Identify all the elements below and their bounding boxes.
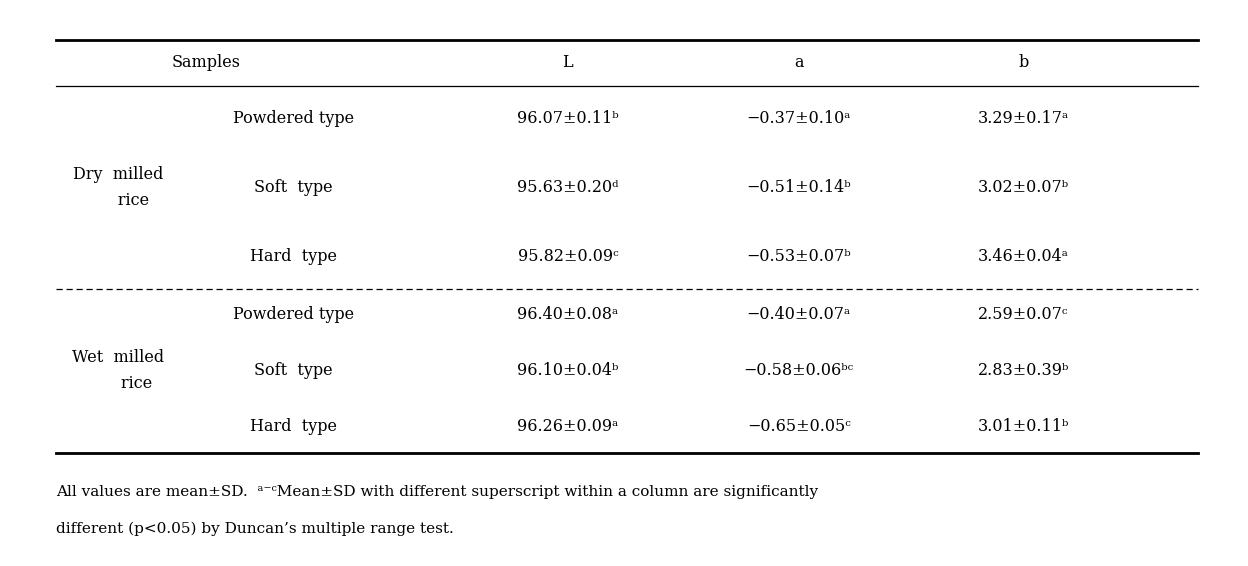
Text: 3.02±0.07ᵇ: 3.02±0.07ᵇ	[977, 179, 1070, 196]
Text: Samples: Samples	[171, 54, 241, 71]
Text: −0.65±0.05ᶜ: −0.65±0.05ᶜ	[746, 418, 851, 435]
Text: 96.07±0.11ᵇ: 96.07±0.11ᵇ	[517, 110, 619, 127]
Text: different (p<0.05) by Duncan’s multiple range test.: different (p<0.05) by Duncan’s multiple …	[56, 522, 454, 537]
Text: Wet  milled
       rice: Wet milled rice	[72, 349, 165, 392]
Text: Hard  type: Hard type	[250, 418, 337, 435]
Text: 96.40±0.08ᵃ: 96.40±0.08ᵃ	[517, 306, 619, 323]
Text: L: L	[563, 54, 573, 71]
Text: −0.58±0.06ᵇᶜ: −0.58±0.06ᵇᶜ	[744, 362, 854, 379]
Text: 3.29±0.17ᵃ: 3.29±0.17ᵃ	[977, 110, 1070, 127]
Text: All values are mean±SD.  ᵃ⁻ᶜMean±SD with different superscript within a column a: All values are mean±SD. ᵃ⁻ᶜMean±SD with …	[56, 486, 819, 499]
Text: 96.26±0.09ᵃ: 96.26±0.09ᵃ	[517, 418, 619, 435]
Text: 2.59±0.07ᶜ: 2.59±0.07ᶜ	[978, 306, 1068, 323]
Text: 3.01±0.11ᵇ: 3.01±0.11ᵇ	[977, 418, 1070, 435]
Text: b: b	[1018, 54, 1028, 71]
Text: Powdered type: Powdered type	[232, 110, 354, 127]
Text: −0.40±0.07ᵃ: −0.40±0.07ᵃ	[746, 306, 851, 323]
Text: 3.46±0.04ᵃ: 3.46±0.04ᵃ	[978, 248, 1068, 265]
Text: 96.10±0.04ᵇ: 96.10±0.04ᵇ	[517, 362, 619, 379]
Text: −0.53±0.07ᵇ: −0.53±0.07ᵇ	[746, 248, 851, 265]
Text: 95.82±0.09ᶜ: 95.82±0.09ᶜ	[518, 248, 618, 265]
Text: Hard  type: Hard type	[250, 248, 337, 265]
Text: Powdered type: Powdered type	[232, 306, 354, 323]
Text: Dry  milled
      rice: Dry milled rice	[74, 166, 163, 209]
Text: Soft  type: Soft type	[253, 179, 333, 196]
Text: −0.37±0.10ᵃ: −0.37±0.10ᵃ	[746, 110, 851, 127]
Text: 95.63±0.20ᵈ: 95.63±0.20ᵈ	[517, 179, 619, 196]
Text: −0.51±0.14ᵇ: −0.51±0.14ᵇ	[746, 179, 851, 196]
Text: Soft  type: Soft type	[253, 362, 333, 379]
Text: 2.83±0.39ᵇ: 2.83±0.39ᵇ	[977, 362, 1070, 379]
Text: a: a	[794, 54, 804, 71]
